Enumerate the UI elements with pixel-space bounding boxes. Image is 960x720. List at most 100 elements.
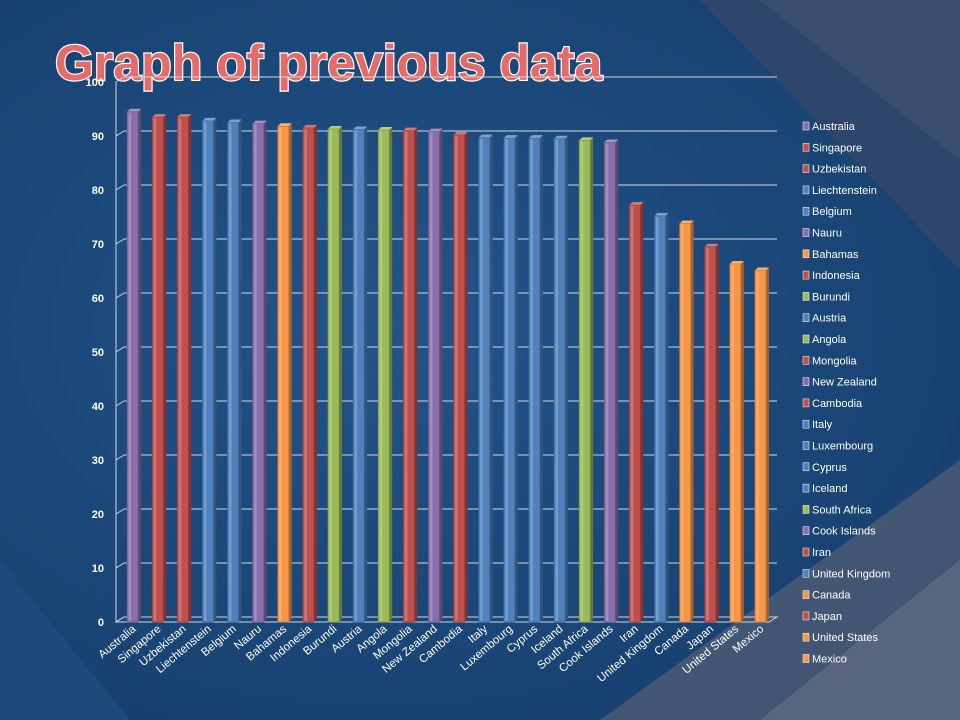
legend-item: Iran bbox=[802, 547, 831, 559]
legend-item: Cambodia bbox=[802, 398, 863, 410]
legend-swatch bbox=[802, 398, 810, 408]
bar bbox=[453, 131, 468, 623]
legend-swatch bbox=[802, 569, 810, 578]
bar bbox=[704, 243, 719, 623]
legend-swatch bbox=[802, 654, 810, 663]
legend-swatch bbox=[802, 547, 810, 557]
legend-item: Cyprus bbox=[802, 462, 847, 474]
legend-item: New Zealand bbox=[802, 377, 877, 389]
bar bbox=[302, 124, 317, 623]
legend-swatch bbox=[802, 526, 810, 535]
y-tick-label: 80 bbox=[92, 185, 104, 197]
y-tick-label: 30 bbox=[92, 455, 104, 467]
legend-swatch bbox=[802, 292, 810, 301]
bar bbox=[503, 135, 518, 623]
legend-label: Austria bbox=[812, 313, 847, 325]
gridline-depth bbox=[115, 454, 125, 461]
bar bbox=[202, 117, 217, 623]
legend-label: Belgium bbox=[812, 206, 852, 218]
legend: Australia Singapore Uzbekistan Liechtenstei… bbox=[802, 121, 890, 666]
legend-item: United Kingdom bbox=[802, 568, 890, 580]
bar bbox=[327, 125, 342, 623]
legend-label: Cambodia bbox=[812, 398, 863, 410]
legend-label: Japan bbox=[812, 611, 842, 623]
legend-item: Bahamas bbox=[802, 249, 859, 261]
y-tick-label: 90 bbox=[92, 131, 104, 143]
legend-item: Canada bbox=[802, 590, 851, 602]
bar bbox=[126, 108, 142, 623]
legend-swatch bbox=[802, 483, 810, 493]
y-tick-label: 20 bbox=[92, 509, 104, 521]
bar bbox=[176, 114, 192, 623]
gridline-depth bbox=[115, 238, 125, 245]
bar bbox=[553, 135, 569, 623]
gridline-depth bbox=[115, 292, 125, 299]
y-tick-label: 60 bbox=[92, 293, 104, 305]
legend-swatch bbox=[802, 185, 810, 195]
y-tick-label: 0 bbox=[98, 617, 104, 629]
legend-item: Nauru bbox=[802, 228, 842, 240]
y-tick-label: 50 bbox=[92, 347, 104, 359]
legend-swatch bbox=[802, 121, 810, 131]
legend-item: Indonesia bbox=[802, 270, 861, 282]
bar bbox=[403, 127, 418, 623]
bar bbox=[478, 134, 493, 623]
legend-swatch bbox=[802, 419, 810, 429]
legend-item: Cook Islands bbox=[802, 526, 876, 538]
y-tick-label: 40 bbox=[92, 401, 104, 413]
y-axis: 0 10 20 30 40 50 60 70 80 90 100 bbox=[86, 77, 117, 629]
legend-label: Mexico bbox=[812, 654, 847, 666]
bar bbox=[151, 114, 167, 623]
legend-swatch bbox=[802, 632, 810, 642]
legend-item: Mongolia bbox=[802, 355, 858, 367]
y-tick-label: 100 bbox=[86, 77, 104, 89]
legend-swatch bbox=[802, 228, 810, 237]
legend-label: Iceland bbox=[812, 483, 847, 495]
legend-swatch bbox=[802, 462, 810, 472]
bar bbox=[227, 119, 242, 623]
gridline-depth bbox=[115, 76, 125, 83]
legend-item: Italy bbox=[802, 419, 833, 431]
bar bbox=[578, 137, 594, 623]
bar bbox=[277, 123, 292, 623]
legend-label: Nauru bbox=[812, 228, 842, 240]
corner-shape-bottom-inner bbox=[760, 560, 960, 720]
legend-swatch bbox=[802, 611, 810, 621]
legend-label: Burundi bbox=[812, 291, 850, 303]
legend-item: Singapore bbox=[802, 142, 862, 154]
gridline-depth bbox=[115, 184, 125, 191]
y-tick-label: 70 bbox=[92, 239, 104, 251]
legend-swatch bbox=[802, 356, 810, 365]
legend-item: South Africa bbox=[802, 504, 872, 516]
legend-label: Luxembourg bbox=[812, 441, 873, 453]
legend-swatch bbox=[802, 206, 810, 216]
legend-label: Mongolia bbox=[812, 355, 858, 367]
gridline-depth bbox=[115, 616, 125, 623]
legend-swatch bbox=[802, 249, 810, 259]
gridline-depth bbox=[115, 346, 125, 353]
y-tick-label: 10 bbox=[92, 563, 104, 575]
legend-item: United States bbox=[802, 632, 879, 644]
legend-label: Cook Islands bbox=[812, 526, 876, 538]
legend-label: Australia bbox=[812, 121, 856, 133]
legend-item: Mexico bbox=[802, 654, 847, 666]
legend-item: Burundi bbox=[802, 291, 850, 303]
legend-label: Uzbekistan bbox=[812, 164, 866, 176]
legend-item: Belgium bbox=[802, 206, 852, 218]
legend-label: Indonesia bbox=[812, 270, 861, 282]
gridline-depth bbox=[115, 562, 125, 569]
legend-label: Singapore bbox=[812, 142, 862, 154]
legend-item: Liechtenstein bbox=[802, 185, 877, 197]
legend-label: South Africa bbox=[812, 504, 872, 516]
legend-swatch bbox=[802, 334, 810, 344]
legend-label: Canada bbox=[812, 590, 851, 602]
corner-shape-bottom-left bbox=[0, 560, 130, 720]
legend-swatch bbox=[802, 270, 810, 280]
legend-label: Angola bbox=[812, 334, 847, 346]
legend-label: United Kingdom bbox=[812, 568, 890, 580]
gridline-depth bbox=[115, 130, 125, 137]
legend-swatch bbox=[802, 164, 810, 173]
